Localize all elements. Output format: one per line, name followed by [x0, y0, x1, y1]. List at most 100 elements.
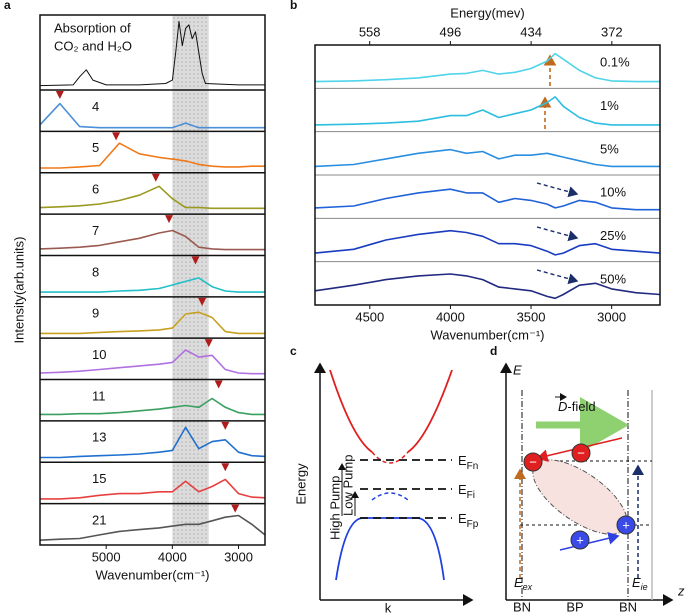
electron — [571, 443, 591, 463]
conduction-band-dashed — [371, 451, 409, 464]
arrow — [536, 226, 579, 242]
series-label: 11 — [92, 388, 106, 403]
spectrum — [40, 142, 265, 169]
series-label: 10% — [600, 185, 626, 200]
panel-c: Energy k EFn EFi EFp High Pump Low Pump — [293, 362, 479, 615]
series-label: 21 — [92, 512, 106, 527]
x-axis-label: Wavenumber(cm⁻¹) — [95, 567, 209, 582]
region-label: BN — [619, 599, 637, 614]
level-main: E — [458, 482, 467, 497]
axis-label: z — [677, 583, 685, 598]
x2-tick-label: 372 — [601, 24, 623, 39]
region-label: BP — [566, 599, 583, 614]
charge: + — [576, 532, 584, 547]
energy-label: Eex — [514, 575, 533, 592]
arrow — [536, 269, 579, 285]
field-vec: D — [558, 399, 567, 414]
spectrum — [40, 311, 265, 335]
panel-label: a — [4, 0, 11, 12]
charge: − — [529, 454, 537, 469]
spectrum — [39, 229, 265, 251]
valence-band-dashed — [371, 492, 409, 501]
spectrum — [40, 277, 265, 293]
spectrum — [314, 52, 660, 83]
peak-marker — [221, 463, 230, 472]
x-tick-label: 3500 — [517, 309, 546, 324]
charge: + — [622, 517, 630, 532]
electron — [523, 452, 543, 472]
x2-tick-label: 558 — [359, 24, 381, 39]
label-sub: ie — [641, 582, 648, 592]
panel-a: Absorption of CO₂ and H₂O 4 5 6 7 8 9 10 11 13 15 21… — [11, 14, 266, 582]
series-label: 9 — [92, 306, 99, 321]
hole — [570, 530, 590, 550]
reference-title: Absorption of — [54, 20, 131, 35]
x-tick-label: 4000 — [436, 309, 465, 324]
series-label: 4 — [92, 99, 99, 114]
panel-label: d — [490, 344, 497, 358]
x2-tick-label: 496 — [440, 24, 462, 39]
label-sub: ex — [523, 582, 533, 592]
series-label: 1% — [600, 98, 619, 113]
field-label: D-field — [558, 399, 596, 414]
x-tick-label: 4500 — [355, 309, 384, 324]
level-label: EFn — [458, 453, 478, 471]
series-label: 15 — [92, 471, 106, 486]
x-tick-label: 3000 — [597, 309, 626, 324]
peak-marker — [198, 297, 207, 306]
x2-axis-label: Energy(mev) — [450, 5, 524, 20]
spectrum — [40, 426, 266, 459]
axis-label: E — [513, 362, 522, 377]
pump-label: High Pump — [327, 476, 342, 540]
spectrum — [39, 185, 265, 210]
series-label: 50% — [600, 271, 626, 286]
pump-label: Low Pump — [340, 455, 355, 516]
series-label: 5% — [600, 141, 619, 156]
series-label: 0.1% — [600, 55, 630, 70]
y-axis-label: Intensity(arb.units) — [11, 237, 26, 344]
peak-marker — [221, 421, 230, 430]
spectrum — [39, 21, 265, 87]
spectrum — [314, 188, 660, 211]
label-main: E — [632, 575, 641, 590]
panel-label: b — [290, 0, 297, 12]
series-label: 8 — [92, 264, 99, 279]
level-label: EFp — [458, 511, 479, 529]
peak-marker — [112, 132, 121, 141]
spectrum — [314, 273, 661, 300]
x-tick-label: 4000 — [158, 549, 187, 564]
energy-label: Eie — [632, 575, 648, 592]
spectrum — [40, 397, 265, 416]
hole — [616, 515, 636, 535]
peak-marker — [214, 380, 223, 389]
panel-d: E z BN BP BN D-field − − + + Eex Eie — [500, 362, 685, 614]
panel-label: c — [290, 344, 297, 358]
level-sub: Fp — [467, 519, 479, 530]
panel-b: 0.1% 1% 5% 10% 25% 50% 4500 4000 3500 3000 Wavenum… — [314, 5, 661, 342]
peak-marker — [191, 256, 200, 265]
series-label: 10 — [92, 347, 106, 362]
level-label: EFi — [458, 482, 475, 500]
spectrum — [314, 96, 660, 126]
series-label: 5 — [92, 140, 99, 155]
level-sub: Fi — [467, 490, 475, 501]
x-tick-label: 5000 — [92, 549, 121, 564]
spectrum — [39, 514, 266, 541]
axis-label: Energy — [293, 463, 308, 505]
level-main: E — [458, 511, 467, 526]
axis-label: k — [385, 600, 392, 615]
valence-band — [335, 517, 445, 581]
spectrum — [39, 349, 265, 375]
spectrum — [39, 102, 265, 129]
x2-tick-label: 434 — [520, 24, 542, 39]
label-main: E — [514, 575, 523, 590]
level-sub: Fn — [467, 461, 479, 472]
peak-marker — [204, 339, 213, 348]
arrow — [536, 182, 579, 198]
plot-frame — [39, 14, 266, 546]
level-main: E — [458, 453, 467, 468]
charge: − — [577, 445, 585, 460]
spectrum — [40, 478, 266, 500]
